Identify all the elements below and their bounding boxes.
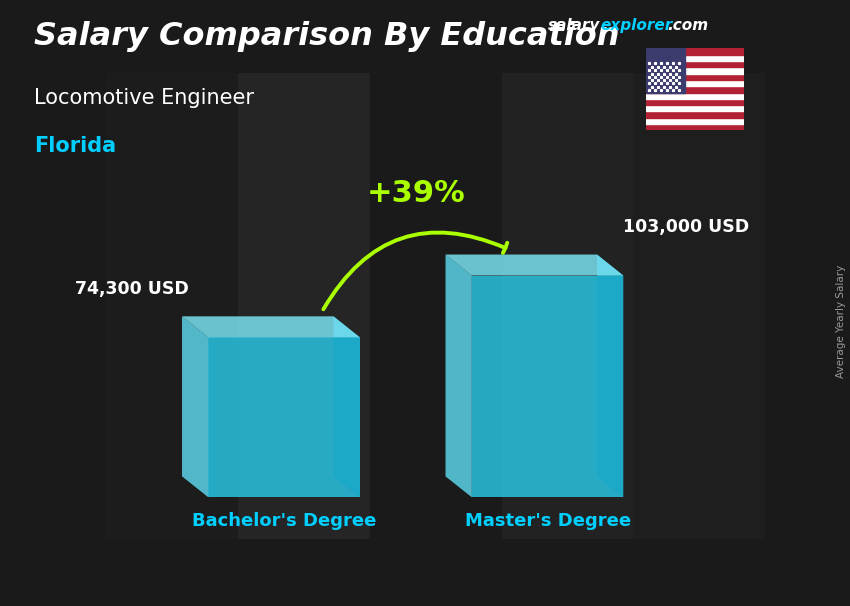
Bar: [646, 124, 744, 130]
Bar: [646, 118, 744, 124]
Bar: [502, 73, 633, 539]
Text: Florida: Florida: [34, 136, 116, 156]
Bar: [646, 105, 744, 112]
Bar: [646, 67, 744, 74]
Polygon shape: [445, 255, 623, 276]
Text: Master's Degree: Master's Degree: [465, 512, 631, 530]
Polygon shape: [445, 255, 472, 498]
Text: .com: .com: [667, 18, 708, 33]
Bar: [370, 73, 502, 539]
Polygon shape: [182, 316, 360, 338]
Bar: [646, 48, 744, 55]
Text: Average Yearly Salary: Average Yearly Salary: [836, 265, 846, 378]
Bar: [646, 61, 744, 67]
Text: 74,300 USD: 74,300 USD: [75, 279, 189, 298]
Text: Bachelor's Degree: Bachelor's Degree: [192, 512, 377, 530]
Text: Salary Comparison By Education: Salary Comparison By Education: [34, 21, 620, 52]
Polygon shape: [472, 276, 623, 498]
Polygon shape: [597, 255, 623, 498]
Bar: [646, 55, 744, 61]
Polygon shape: [208, 338, 360, 498]
Polygon shape: [182, 316, 208, 498]
Bar: [646, 112, 744, 118]
Bar: [646, 86, 744, 93]
Bar: [633, 73, 765, 539]
Text: salary: salary: [548, 18, 601, 33]
Text: Locomotive Engineer: Locomotive Engineer: [34, 88, 254, 108]
Polygon shape: [333, 316, 360, 498]
Bar: [238, 73, 370, 539]
Bar: [646, 74, 744, 80]
Bar: [646, 93, 744, 99]
Bar: [646, 99, 744, 105]
Text: +39%: +39%: [366, 179, 465, 208]
Bar: [646, 80, 744, 86]
Bar: [106, 73, 238, 539]
Text: 103,000 USD: 103,000 USD: [623, 218, 750, 236]
Text: explorer: explorer: [601, 18, 673, 33]
Bar: [646, 48, 685, 93]
